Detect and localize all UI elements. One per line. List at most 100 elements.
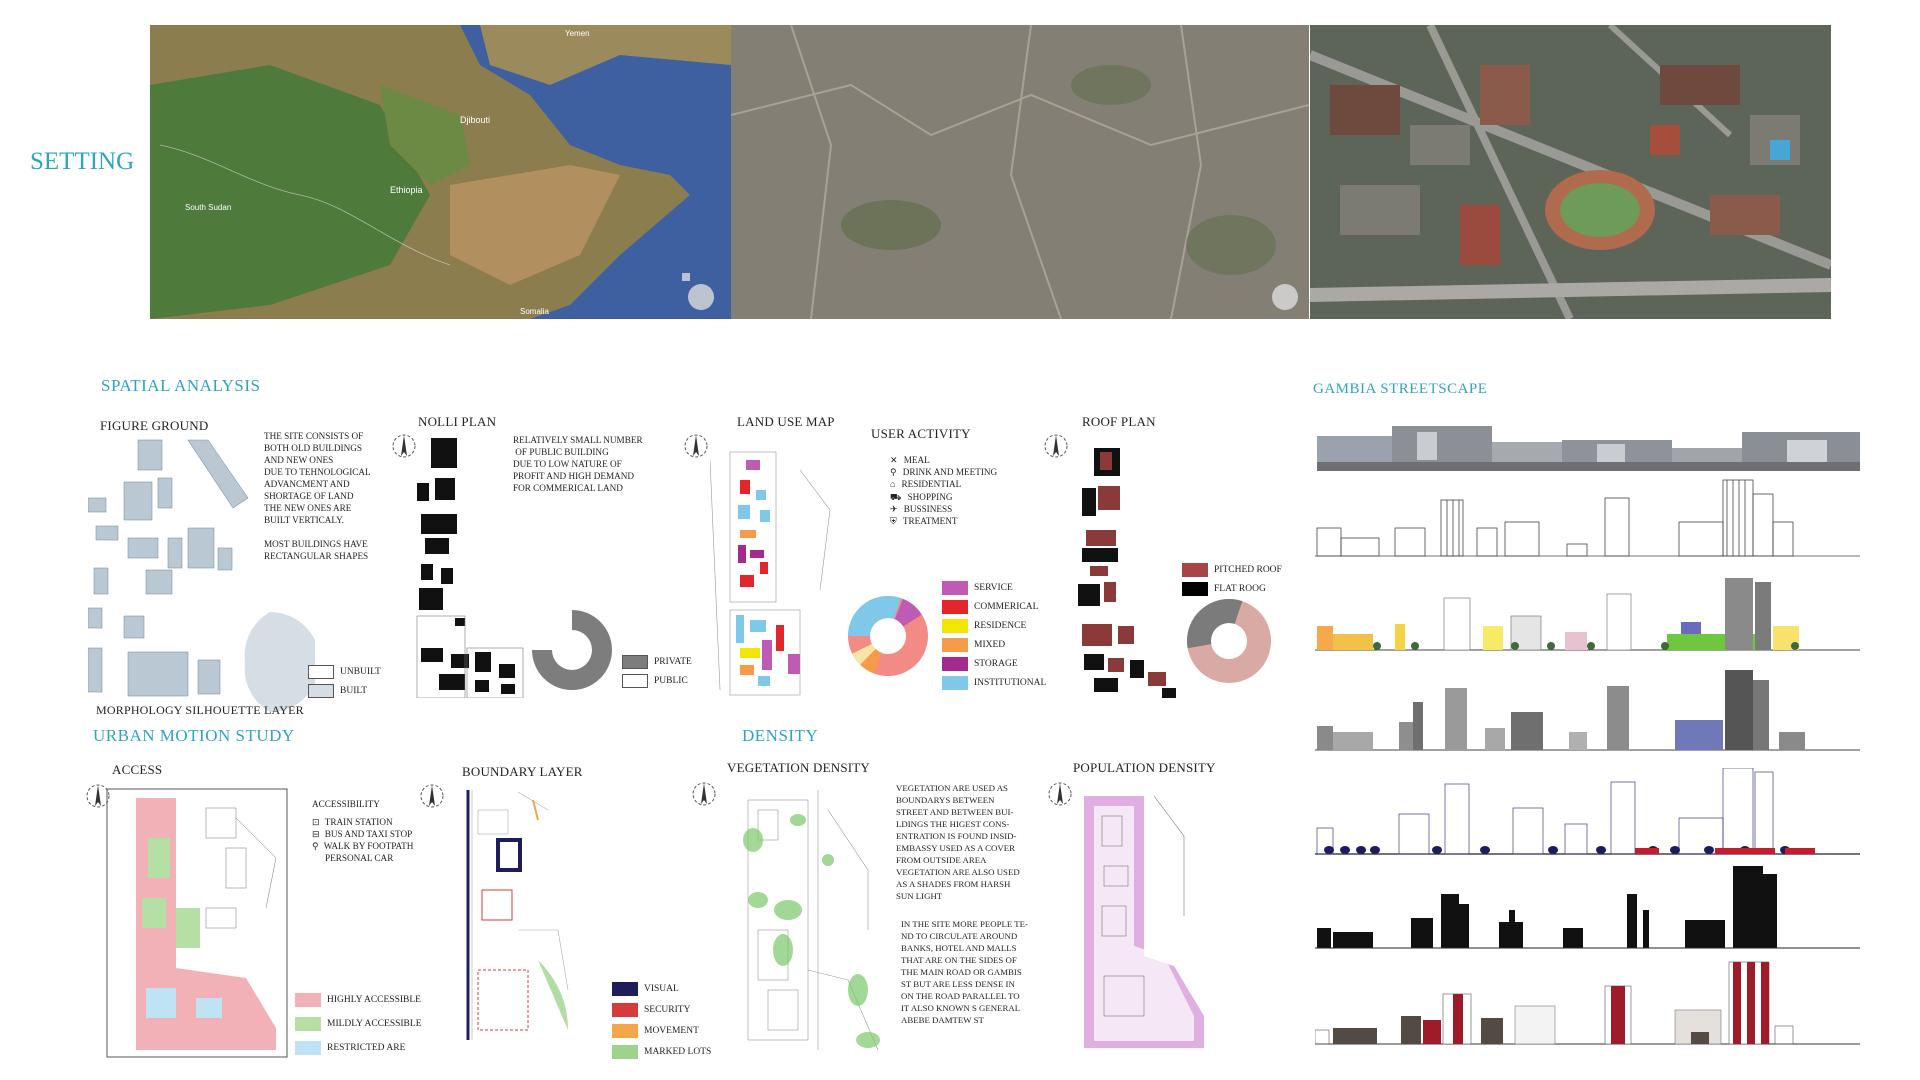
north-arrow-icon	[418, 782, 446, 810]
institutional-swatch	[942, 675, 968, 690]
movement-swatch	[612, 1023, 638, 1038]
map-label-ethiopia: Ethiopia	[390, 185, 423, 195]
user-activity-title: USER ACTIVITY	[871, 426, 971, 441]
streetscape-elevation-color	[1315, 570, 1860, 652]
unbuilt-label: UNBUILT	[340, 666, 381, 677]
glass-icon: ⚲	[890, 467, 897, 478]
map-label-south-sudan: South Sudan	[185, 203, 232, 212]
setting-title: SETTING	[30, 148, 135, 175]
streetscape-elevation-red	[1315, 956, 1860, 1046]
vegetation-note: VEGETATION ARE USED AS BOUNDARYS BETWEEN…	[896, 783, 1020, 901]
security-swatch	[612, 1002, 638, 1017]
figure-ground-note: THE SITE CONSISTS OF BOTH OLD BUILDINGS …	[264, 431, 371, 561]
residence-swatch	[942, 618, 968, 633]
accessibility-heading: ACCESSIBILITY	[312, 799, 380, 809]
spatial-analysis-title: SPATIAL ANALYSIS	[101, 376, 261, 395]
activity-drink: ⚲ DRINK AND MEETING	[890, 467, 998, 478]
north-arrow-icon	[1042, 432, 1070, 460]
home-icon: ⌂	[890, 479, 896, 490]
figure-ground-title: FIGURE GROUND	[100, 418, 209, 433]
user-activity-list: ✕ MEAL ⚲ DRINK AND MEETING ⌂ RESIDENTIAL ⛟ S…	[890, 454, 997, 527]
mixed-swatch	[942, 637, 968, 652]
access-title: ACCESS	[112, 762, 163, 777]
morphology-layer-title: MORPHOLOGY SILHOUETTE LAYER	[96, 703, 304, 717]
streetscape-photo-strip	[1317, 426, 1860, 471]
land-use-legend: SERVICE COMMERICAL RESIDENCE MIXED STORA…	[942, 578, 1046, 692]
map-label-djibouti: Djibouti	[460, 115, 491, 125]
mildly-accessible-swatch	[295, 1017, 321, 1031]
vegetation-density-title: VEGETATION DENSITY	[727, 760, 871, 775]
private-swatch	[622, 654, 648, 669]
figure-ground-plan	[88, 438, 268, 698]
north-arrow-icon	[1046, 780, 1074, 808]
public-swatch	[622, 673, 648, 688]
roof-plan-map	[1078, 448, 1188, 698]
streetscape-title: GAMBIA STREETSCAPE	[1313, 381, 1488, 397]
population-density-title: POPULATION DENSITY	[1073, 760, 1216, 775]
restricted-swatch	[295, 1041, 321, 1055]
commercial-swatch	[942, 599, 968, 614]
service-swatch	[942, 580, 968, 595]
private-label: PRIVATE	[654, 656, 692, 667]
streetscape-elevation-black	[1315, 860, 1860, 950]
activity-treatment: ⛨ TREATMENT	[890, 516, 958, 527]
hospital-icon: ⛨	[890, 516, 897, 527]
walk-icon: ⚲	[312, 841, 319, 851]
vegetation-density-map	[728, 790, 888, 1055]
pedestrian-density-note: IN THE SITE MORE PEOPLE TE- ND TO CIRCUL…	[901, 919, 1028, 1025]
activity-business: ✈ BUSSINESS	[890, 503, 953, 514]
density-title: DENSITY	[742, 726, 819, 745]
boundary-layer-map	[438, 790, 578, 1050]
streetscape-elevation-grey	[1315, 670, 1860, 752]
figure-ground-pie	[225, 612, 315, 712]
nolli-plan-note: RELATIVELY SMALL NUMBER OF PUBLIC BUILDI…	[513, 435, 643, 493]
activity-residential: ⌂ RESIDENTIAL	[890, 479, 962, 490]
built-label: BUILT	[340, 685, 368, 696]
activity-meal: ✕ MEAL	[890, 455, 930, 465]
pitched-roof-swatch	[1182, 562, 1208, 577]
access-legend: HIGHLY ACCESSIBLE MILDLY ACCESSIBLE REST…	[295, 988, 422, 1060]
access-map	[106, 788, 288, 1058]
boundary-legend: VISUAL SECURITY MOVEMENT MARKED LOTS	[612, 978, 711, 1062]
bus-stop-item: ⊟ BUS AND TAXI STOP	[312, 829, 413, 839]
roof-legend: PITCHED ROOF FLAT ROOG	[1182, 560, 1282, 598]
nolli-plan-title: NOLLI PLAN	[418, 414, 497, 429]
land-use-title: LAND USE MAP	[737, 414, 835, 429]
footpath-item: ⚲ WALK BY FOOTPATH	[312, 841, 414, 851]
boundary-layer-title: BOUNDARY LAYER	[462, 764, 583, 779]
urban-motion-title: URBAN MOTION STUDY	[93, 726, 295, 745]
map-label-yemen: Yemen	[565, 29, 590, 38]
nolli-donut-chart	[530, 608, 614, 692]
train-icon: ⊡	[312, 817, 320, 827]
built-swatch	[308, 683, 334, 698]
land-use-donut-chart	[848, 596, 928, 676]
nolli-plan-map	[415, 438, 525, 698]
region-satellite-map: Djibouti Ethiopia South Sudan Somalia Ye…	[150, 25, 731, 319]
north-arrow-icon	[390, 432, 418, 460]
train-station-item: ⊡ TRAIN STATION	[312, 817, 393, 827]
storage-swatch	[942, 656, 968, 671]
figure-ground-legend: UNBUILT BUILT	[308, 662, 381, 700]
city-satellite-map	[731, 25, 1309, 319]
flat-roof-swatch	[1182, 581, 1208, 596]
access-list: ACCESSIBILITY ⊡ TRAIN STATION ⊟ BUS AND TA…	[312, 798, 413, 864]
unbuilt-swatch	[308, 664, 334, 679]
north-arrow-icon	[682, 432, 710, 460]
streetscape-elevation-trees	[1315, 768, 1860, 858]
roof-plan-title: ROOF PLAN	[1082, 414, 1156, 429]
land-use-map	[710, 450, 840, 700]
north-arrow-icon	[690, 780, 718, 808]
cart-icon: ⛟	[890, 491, 902, 502]
activity-shopping: ⛟ SHOPPING	[890, 491, 953, 502]
site-satellite-map	[1310, 25, 1831, 319]
briefcase-icon: ✈	[890, 503, 898, 514]
utensils-icon: ✕	[890, 455, 898, 465]
personal-car-item: PERSONAL CAR	[325, 853, 394, 863]
highly-accessible-swatch	[295, 993, 321, 1007]
population-density-map	[1074, 786, 1214, 1054]
public-label: PUBLIC	[654, 675, 688, 686]
roof-donut-chart	[1186, 598, 1272, 684]
nolli-legend: PRIVATE PUBLIC	[622, 652, 692, 690]
visual-swatch	[612, 981, 638, 996]
marked-lots-swatch	[612, 1044, 638, 1059]
